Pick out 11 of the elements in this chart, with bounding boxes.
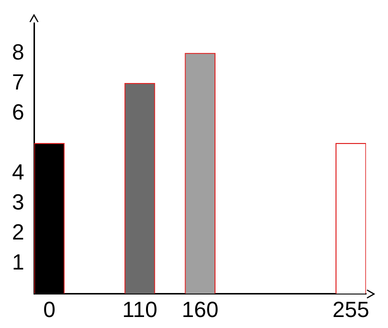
x-tick-label: 160 bbox=[182, 296, 218, 322]
x-tick-label: 0 bbox=[43, 296, 56, 322]
x-tick-label: 110 bbox=[122, 296, 158, 322]
y-tick-label: 2 bbox=[12, 220, 24, 245]
y-tick-label: 4 bbox=[12, 159, 24, 184]
y-tick-label: 1 bbox=[12, 250, 24, 275]
y-tick-label: 8 bbox=[12, 39, 24, 64]
x-tick-label: 255 bbox=[332, 296, 370, 322]
y-tick-label: 6 bbox=[12, 99, 24, 124]
y-tick-label: 7 bbox=[12, 69, 24, 94]
y-tick-label: 3 bbox=[12, 190, 24, 215]
